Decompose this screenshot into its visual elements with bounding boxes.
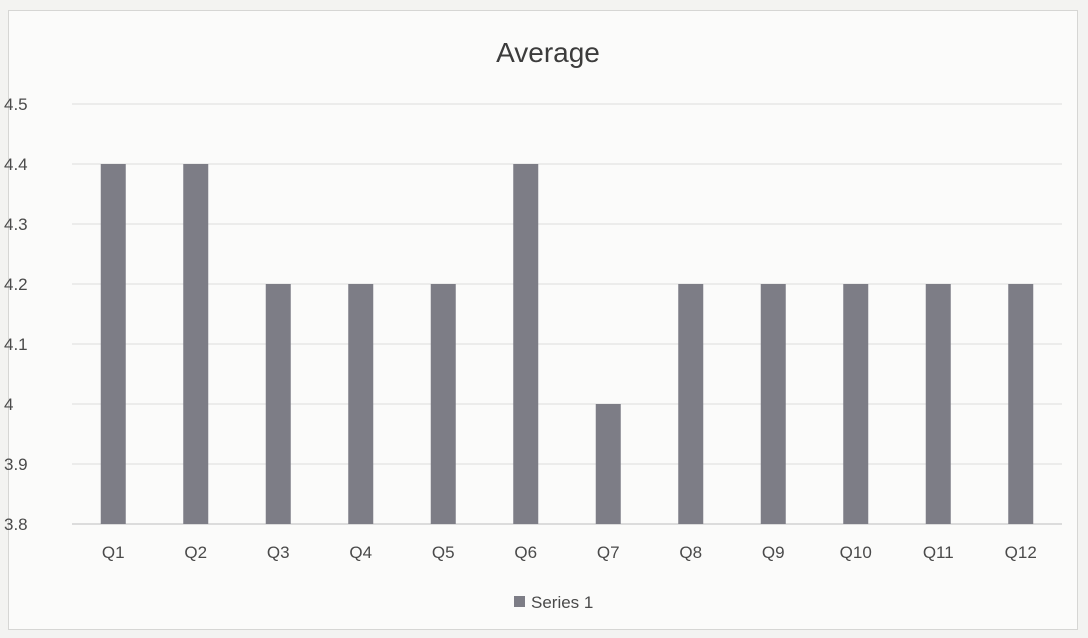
y-tick-label: 3.8 bbox=[4, 515, 28, 534]
y-axis-tick-labels: 3.8 3.9 4 4.1 4.2 4.3 4.4 4.5 bbox=[4, 95, 28, 534]
bar-q3 bbox=[265, 284, 291, 524]
bars bbox=[100, 164, 1034, 524]
x-tick-label: Q12 bbox=[1005, 543, 1037, 562]
bar-q5 bbox=[430, 284, 456, 524]
bar-q2 bbox=[183, 164, 209, 524]
x-tick-label: Q1 bbox=[102, 543, 125, 562]
bar-q4 bbox=[348, 284, 374, 524]
x-tick-label: Q5 bbox=[432, 543, 455, 562]
x-tick-label: Q8 bbox=[679, 543, 702, 562]
x-tick-label: Q3 bbox=[267, 543, 290, 562]
legend-label-series-1: Series 1 bbox=[531, 593, 593, 612]
bar-q7 bbox=[595, 404, 621, 524]
y-tick-label: 4 bbox=[4, 395, 13, 414]
x-tick-label: Q4 bbox=[349, 543, 372, 562]
x-tick-label: Q11 bbox=[923, 543, 954, 562]
bar-q10 bbox=[843, 284, 869, 524]
bar-q9 bbox=[760, 284, 786, 524]
bar-q6 bbox=[513, 164, 539, 524]
x-axis-tick-labels: Q1 Q2 Q3 Q4 Q5 Q6 Q7 Q8 Q9 Q10 Q11 Q12 bbox=[102, 543, 1037, 562]
legend: Series 1 bbox=[514, 593, 593, 612]
y-tick-label: 4.1 bbox=[4, 335, 28, 354]
bar-q1 bbox=[100, 164, 126, 524]
y-tick-label: 4.2 bbox=[4, 275, 28, 294]
bar-q11 bbox=[925, 284, 951, 524]
bar-q12 bbox=[1008, 284, 1034, 524]
x-tick-label: Q2 bbox=[184, 543, 207, 562]
x-tick-label: Q6 bbox=[514, 543, 537, 562]
gridlines bbox=[72, 103, 1062, 525]
legend-swatch-series-1 bbox=[514, 596, 525, 607]
x-tick-label: Q9 bbox=[762, 543, 785, 562]
x-tick-label: Q10 bbox=[840, 543, 872, 562]
chart-title: Average bbox=[496, 37, 600, 68]
x-tick-label: Q7 bbox=[597, 543, 620, 562]
y-tick-label: 4.5 bbox=[4, 95, 28, 114]
y-tick-label: 3.9 bbox=[4, 455, 28, 474]
bar-q8 bbox=[678, 284, 704, 524]
y-tick-label: 4.3 bbox=[4, 215, 28, 234]
y-tick-label: 4.4 bbox=[4, 155, 28, 174]
